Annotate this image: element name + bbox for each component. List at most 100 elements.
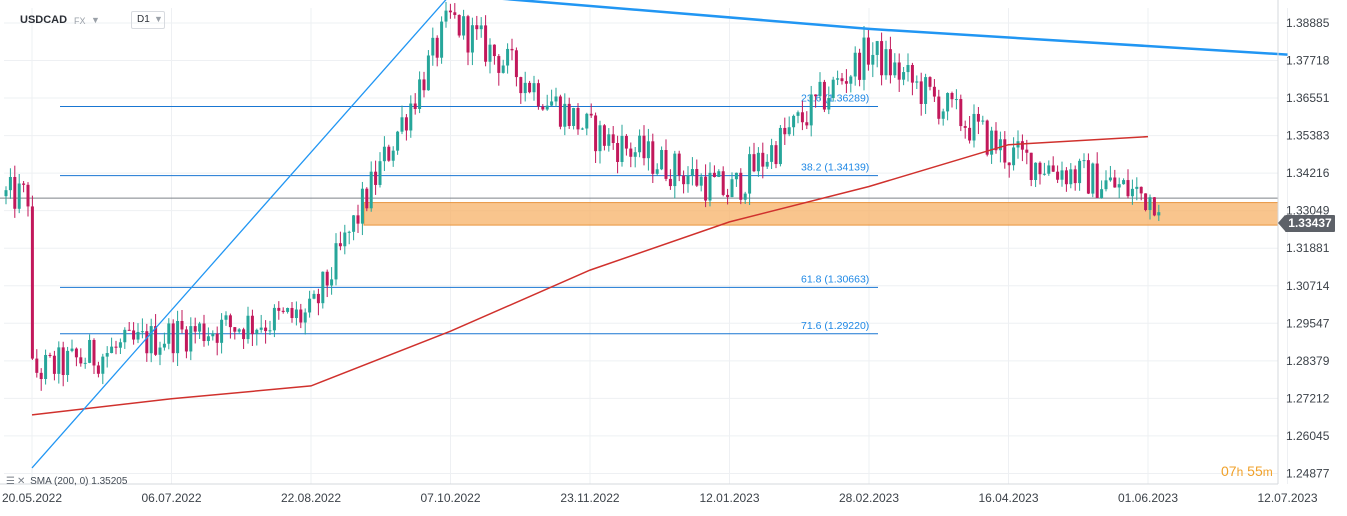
candle-body xyxy=(1095,163,1099,198)
candle-body xyxy=(1060,170,1064,180)
candle-body xyxy=(620,135,624,162)
x-tick-label: 23.11.2022 xyxy=(560,491,619,505)
resistance-trendline[interactable] xyxy=(451,0,1288,56)
candle-body xyxy=(792,115,796,128)
candle-body xyxy=(1038,162,1042,175)
candle-body xyxy=(52,355,56,374)
candle-body xyxy=(840,78,844,82)
candle-body xyxy=(981,120,985,122)
candle-body xyxy=(233,327,237,332)
fib-level-label: 38.2 (1.34139) xyxy=(801,162,869,174)
candle-body xyxy=(66,350,70,376)
candle-body xyxy=(778,127,782,165)
candle-body xyxy=(607,134,611,146)
candle-body xyxy=(198,323,202,332)
candle-body xyxy=(268,330,272,332)
candle-body xyxy=(862,37,866,80)
candle-body xyxy=(466,16,470,53)
support-zone xyxy=(363,202,1279,226)
candle-body xyxy=(444,10,448,22)
timeframe-selector[interactable]: D1 ▼ xyxy=(131,11,165,29)
candle-body xyxy=(426,55,430,91)
candle-body xyxy=(941,111,945,119)
candle-body xyxy=(154,326,158,355)
candle-body xyxy=(1144,193,1148,211)
candle-body xyxy=(211,333,215,337)
candle-body xyxy=(946,93,950,112)
candle-body xyxy=(140,331,144,333)
candle-body xyxy=(550,101,554,106)
candle-body xyxy=(752,154,756,172)
rally-trendline[interactable] xyxy=(31,0,451,469)
candle-body xyxy=(497,56,501,73)
candle-body xyxy=(721,171,725,195)
candle-body xyxy=(668,178,672,187)
candle-body xyxy=(932,86,936,97)
candle-body xyxy=(514,50,518,78)
candle-body xyxy=(162,343,166,348)
candle-body xyxy=(193,326,197,332)
candle-body xyxy=(8,177,12,191)
countdown-minutes-unit: m xyxy=(1262,465,1273,479)
settings-list-icon[interactable]: ☰ xyxy=(6,476,15,487)
chart-grid xyxy=(4,8,1288,484)
fib-level-label: 61.8 (1.30663) xyxy=(801,273,869,285)
candle-body xyxy=(629,148,633,157)
candle-body xyxy=(440,21,444,58)
y-tick-label: 1.38885 xyxy=(1286,16,1330,30)
close-icon[interactable]: ✕ xyxy=(16,476,26,487)
candle-body xyxy=(853,52,857,77)
candle-body xyxy=(726,194,730,198)
candle-body xyxy=(110,346,114,354)
candle-body xyxy=(374,171,378,185)
candle-body xyxy=(770,145,774,162)
candle-body xyxy=(651,141,655,174)
candle-body xyxy=(594,115,598,152)
y-tick-label: 1.36551 xyxy=(1286,91,1330,105)
sma-200-line xyxy=(31,135,1149,416)
market-dropdown-chevron-icon[interactable]: ▼ xyxy=(91,15,100,25)
candle-body xyxy=(475,25,479,30)
candle-body xyxy=(453,12,457,15)
candle-body xyxy=(1135,186,1139,189)
candle-body xyxy=(1139,186,1143,194)
candle-body xyxy=(479,25,483,30)
candle-body xyxy=(1069,169,1073,185)
candle-body xyxy=(206,336,210,342)
candle-body xyxy=(928,77,932,87)
candle-body xyxy=(228,315,232,328)
candle-body xyxy=(818,81,822,97)
candle-body xyxy=(123,329,127,343)
candle-body xyxy=(554,96,558,102)
y-tick-label: 1.30714 xyxy=(1286,279,1330,293)
candle-body xyxy=(563,103,567,127)
candle-body xyxy=(365,188,369,209)
candle-body xyxy=(959,99,963,127)
candle-body xyxy=(827,98,831,110)
candle-body xyxy=(699,176,703,186)
candle-body xyxy=(321,271,325,304)
symbol-name[interactable]: USDCAD xyxy=(20,14,68,26)
candle-body xyxy=(589,113,593,116)
candle-body xyxy=(299,309,303,323)
candle-body xyxy=(79,357,83,364)
candle-body xyxy=(360,188,364,224)
candle-body xyxy=(35,358,39,373)
candle-body xyxy=(171,323,175,354)
candle-body xyxy=(1117,184,1121,188)
candle-body xyxy=(893,62,897,76)
trendline-layer[interactable] xyxy=(31,0,1288,469)
candle-body xyxy=(294,309,298,319)
y-tick-label: 1.31881 xyxy=(1286,241,1330,255)
y-tick-label: 1.33049 xyxy=(1286,204,1330,218)
candle-body xyxy=(382,146,386,162)
candle-body xyxy=(730,179,734,198)
market-type[interactable]: FX xyxy=(74,16,86,26)
fib-level-label: 71.6 (1.29220) xyxy=(801,320,869,332)
candle-body xyxy=(937,96,941,119)
candle-body xyxy=(352,215,356,232)
indicator-legend[interactable]: ☰ ✕ SMA (200, 0) 1.35205 xyxy=(6,476,127,487)
x-tick-label: 07.10.2022 xyxy=(420,491,480,505)
candle-body xyxy=(1108,177,1112,181)
